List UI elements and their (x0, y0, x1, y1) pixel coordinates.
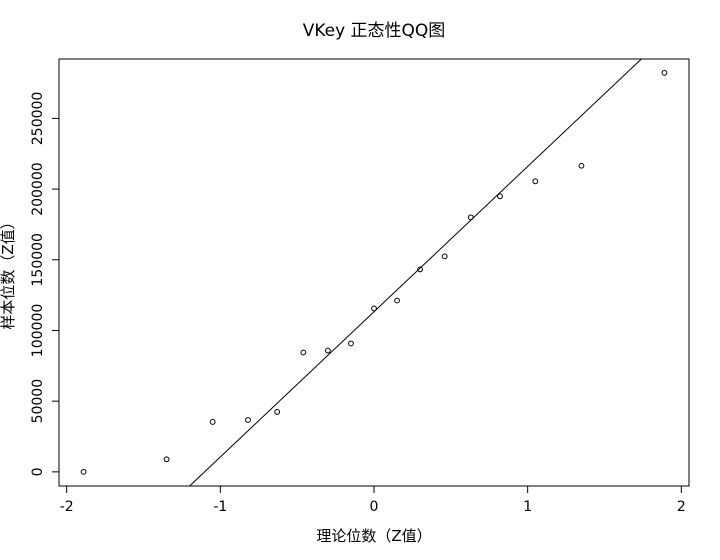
y-tick-label: 50000 (30, 379, 46, 424)
y-tick-label: 0 (30, 467, 46, 476)
data-point (532, 178, 539, 185)
data-point (163, 456, 170, 463)
y-tick-label: 200000 (30, 162, 46, 215)
y-axis-label: 样本位数（Z值） (0, 214, 17, 329)
data-point (661, 69, 668, 76)
chart-title: VKey 正态性QQ图 (303, 21, 446, 41)
x-axis: -2 -1 0 1 2 (60, 485, 686, 515)
y-tick-label: 250000 (30, 92, 46, 145)
x-tick-label: 2 (677, 499, 686, 515)
data-points (80, 69, 668, 475)
data-point (394, 297, 400, 304)
plot-frame (58, 58, 690, 487)
data-point (300, 349, 307, 356)
y-axis: 0 50000 100000 150000 200000 250000 (30, 92, 60, 476)
y-tick-label: 150000 (30, 233, 46, 286)
data-point (274, 409, 281, 415)
reference-line (189, 58, 642, 487)
data-point (417, 266, 423, 273)
data-point (209, 419, 216, 425)
data-point (371, 305, 377, 312)
data-point (245, 417, 251, 423)
x-tick-label: 1 (523, 499, 532, 515)
x-tick-label: 0 (370, 499, 379, 515)
data-point (441, 253, 448, 260)
data-point (497, 193, 503, 200)
x-tick-label: -1 (213, 499, 227, 515)
data-point (325, 347, 331, 354)
x-tick-label: -2 (60, 499, 74, 515)
data-point (348, 340, 354, 347)
data-point (80, 468, 87, 475)
x-axis-label: 理论位数（Z值） (316, 527, 431, 545)
data-point (578, 162, 585, 169)
data-point (467, 214, 474, 221)
y-tick-label: 100000 (30, 304, 46, 357)
